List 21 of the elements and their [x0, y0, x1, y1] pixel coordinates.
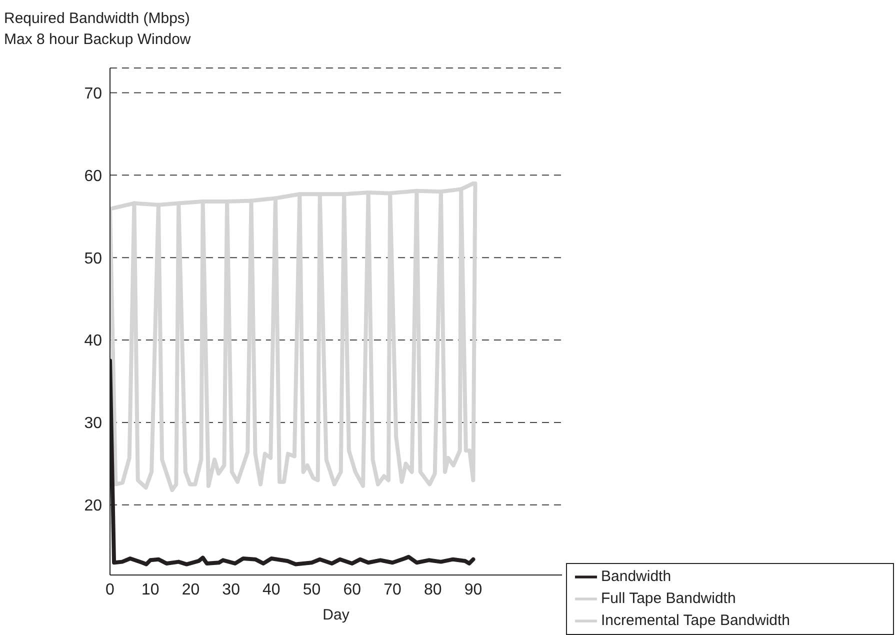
x-tick-label: 50	[302, 581, 321, 598]
x-tick-label: 20	[182, 581, 200, 598]
x-tick-label: 10	[141, 581, 160, 598]
x-tick-label: 0	[106, 581, 115, 598]
x-tick-label: 40	[262, 581, 280, 598]
y-tick-label: 50	[84, 250, 102, 268]
x-tick-label: 70	[384, 581, 402, 598]
legend-label: Incremental Tape Bandwidth	[601, 612, 790, 629]
legend-label: Full Tape Bandwidth	[601, 590, 736, 607]
x-axis-title: Day	[322, 606, 350, 624]
x-tick-label: 60	[343, 581, 362, 598]
legend-label: Bandwidth	[601, 568, 672, 585]
y-tick-label: 30	[84, 415, 102, 432]
x-tick-label: 30	[222, 581, 240, 598]
y-tick-label: 60	[84, 168, 102, 185]
y-tick-label: 40	[84, 332, 102, 350]
x-tick-label: 90	[464, 581, 482, 598]
y-tick-label: 70	[84, 85, 102, 102]
y-axis-title: Required Bandwidth (Mbps) Max 8 hour Backup Window	[4, 9, 191, 50]
y-tick-label: 20	[84, 498, 102, 515]
x-tick-label: 80	[424, 581, 442, 598]
